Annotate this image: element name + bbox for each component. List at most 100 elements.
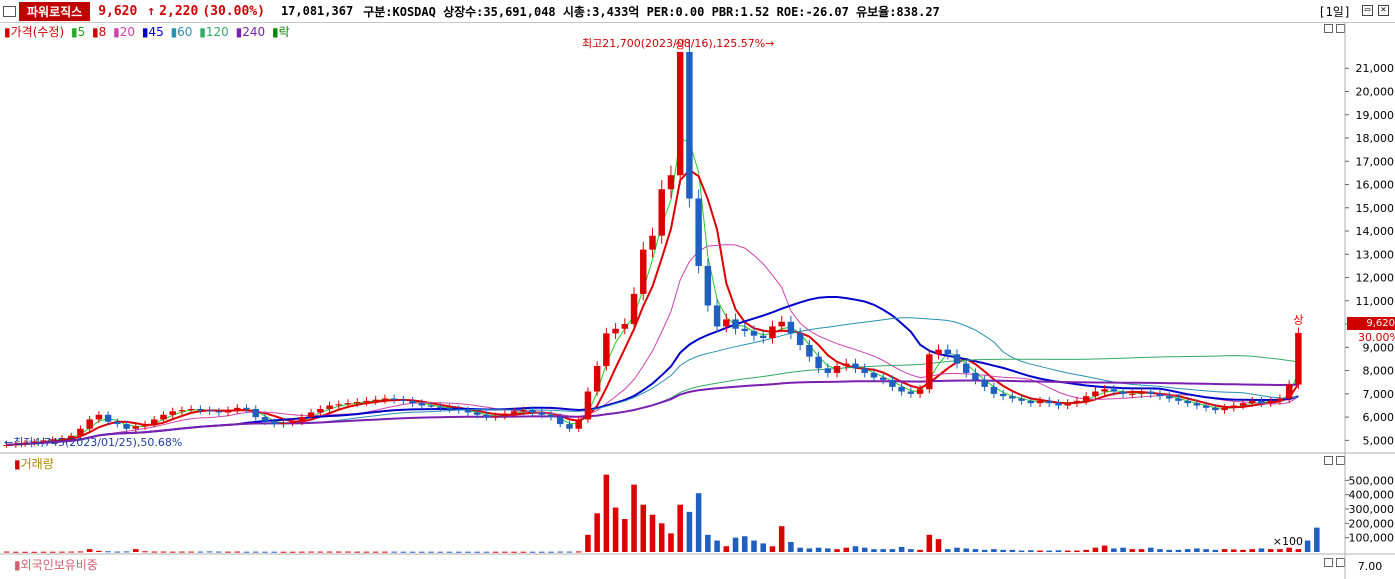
price-axis-tick: 12,000 [1356,272,1395,285]
legend-ma8[interactable]: ▮8 [92,25,107,39]
volume-axis-tick: 300,000 [1349,503,1395,516]
legend-ma45[interactable]: ▮45 [141,25,164,39]
candle-body [344,403,352,405]
candle-body [455,408,462,411]
volume-bar [751,540,757,552]
high-annotation: 최고21,700(2023/08/16),125.57%→ [582,37,774,50]
price-panel-minimize-icon[interactable] [1324,24,1333,33]
volume-bar [1175,549,1182,552]
candle-body [1018,398,1025,401]
candle-body [999,393,1007,397]
volume-bar [935,539,942,552]
candle-body [280,422,287,425]
volume-bar [262,551,268,553]
volume-bar [151,551,158,553]
candle-body [741,328,748,332]
volume-bar [732,537,739,552]
candle-body [1212,407,1219,411]
candle-body [326,405,333,409]
candle-body [907,391,915,394]
volume-bar [557,551,563,553]
volume-bar [640,504,647,552]
window-icon[interactable] [3,5,16,17]
volume-bar [843,547,850,552]
up-arrow-icon: ↑ [147,3,156,19]
stock-name[interactable]: 파워로직스 [19,1,91,21]
candle-body [363,400,370,402]
volume-bar [658,523,665,552]
maximize-icon[interactable]: ▭ [1362,5,1373,16]
candle-body [575,419,582,429]
volume-bar [225,551,231,553]
period-selector[interactable]: [1일] [1318,5,1351,19]
volume-bar [289,551,296,553]
legend-ma20[interactable]: ▮20 [113,25,136,39]
volume-bar [511,551,517,553]
volume-bar [1129,549,1136,552]
volume-bar [834,549,840,552]
close-icon[interactable]: × [1378,5,1389,16]
candle-body [972,372,979,380]
foreign-panel-minimize-icon[interactable] [1324,558,1333,567]
volume-panel-minimize-icon[interactable] [1324,456,1333,465]
legend-ex-rights[interactable]: ▮락 [271,25,290,39]
volume-bar [114,551,121,553]
volume-bar [1101,545,1108,552]
candle-body [584,391,592,420]
volume-bar [1258,548,1265,552]
volume-bar [861,547,868,552]
volume-bar [465,551,471,553]
price-axis-tick: 5,000 [1363,434,1395,447]
volume-axis-tick: 200,000 [1349,517,1395,530]
candle-body [243,407,250,409]
ma-line-20 [6,244,1299,446]
candle-body [759,335,767,339]
price-axis-tick: 7,000 [1363,388,1395,401]
candle-body [1156,393,1164,397]
candle-body [483,414,490,418]
candle-body [603,333,610,366]
volume-bar [77,551,84,553]
volume-bar [908,549,914,552]
candle-body [40,440,47,442]
legend-ma120[interactable]: ▮120 [199,25,229,39]
candle-body [298,417,306,422]
volume-bar [1194,548,1200,552]
volume-bar [778,526,785,552]
candle-body [1036,400,1044,404]
candle-body [870,372,878,378]
volume-bar [1212,549,1219,552]
legend-ma60[interactable]: ▮60 [170,25,193,39]
legend-price[interactable]: ▮가격(수정) [4,25,65,39]
volume-unit: ×100 [1273,535,1303,548]
volume-bar [179,551,185,553]
candle-body [317,408,324,413]
volume-bar [742,536,748,552]
volume-bar [1286,547,1292,552]
candle-body [916,389,924,394]
candle-body [649,235,656,250]
volume-bar [815,547,822,552]
legend-ma240[interactable]: ▮240 [235,25,266,39]
candle-body [806,345,813,357]
volume-bar [13,551,19,553]
candle-body [898,386,905,392]
legend-ma5[interactable]: ▮5 [70,25,86,39]
candle-body [676,51,684,176]
candle-body [197,408,204,411]
candle-body [289,421,296,423]
candle-body [621,324,629,329]
volume-bar [1074,550,1080,552]
price-axis-tick: 15,000 [1356,202,1395,215]
volume-bar [271,551,277,553]
candle-body [1073,400,1081,404]
stock-info-bar: 파워로직스 9,620 ↑ 2,220 (30.00%) 17,081,367 … [0,0,1395,23]
volume-bar [299,551,305,553]
candle-body [1175,398,1182,401]
volume-bar [382,551,388,553]
candle-body [1092,391,1099,397]
volume-bar [354,551,361,553]
indicator-legend: ▮가격(수정) ▮5 ▮8 ▮20 ▮45 ▮60 ▮120 ▮240 ▮락 [4,23,293,40]
volume-bar [59,551,65,553]
